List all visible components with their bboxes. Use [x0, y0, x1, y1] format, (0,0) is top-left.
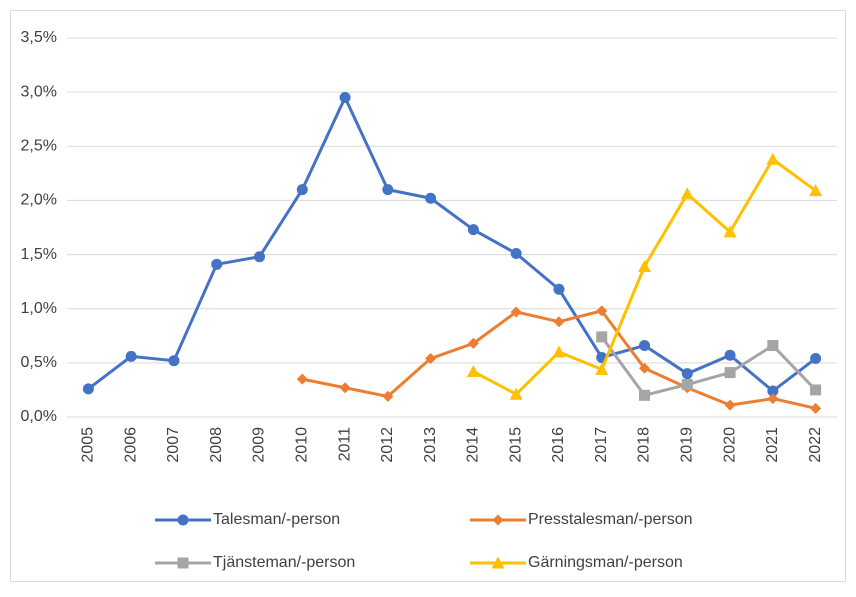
line [600, 335, 817, 397]
marker [552, 345, 566, 358]
x-tick-label: 2021 [764, 427, 781, 463]
series [296, 305, 822, 414]
legend-label: Gärningsman/-person [528, 554, 683, 571]
marker [639, 340, 650, 352]
y-tick-label: 1,5% [21, 246, 57, 263]
x-tick-label: 2020 [721, 427, 738, 463]
marker [810, 384, 822, 396]
marker [82, 383, 94, 395]
x-tick-label: 2007 [165, 427, 182, 463]
y-tick-label: 2,0% [21, 192, 57, 209]
x-tick-label: 2012 [379, 427, 396, 463]
marker [810, 402, 822, 414]
marker [810, 353, 822, 365]
marker [809, 184, 823, 197]
marker [767, 340, 779, 352]
marker [177, 557, 189, 569]
x-tick-label: 2019 [678, 427, 695, 463]
marker [467, 224, 479, 236]
marker [382, 184, 394, 196]
chart-border [10, 10, 846, 582]
marker [382, 390, 394, 402]
marker [491, 556, 505, 569]
marker [639, 362, 650, 374]
x-tick-label: 2006 [122, 427, 139, 463]
marker [767, 385, 779, 397]
marker [177, 514, 189, 526]
marker [339, 382, 351, 394]
legend-label: Talesman/-person [213, 511, 340, 528]
y-tick-label: 0,0% [21, 408, 57, 425]
marker [681, 379, 693, 391]
marker [681, 368, 693, 380]
marker [467, 337, 479, 349]
marker [510, 247, 522, 259]
marker [596, 305, 608, 317]
marker [466, 365, 480, 378]
y-tick-label: 2,5% [21, 138, 57, 155]
y-tick-label: 3,0% [21, 83, 57, 100]
legend-label: Tjänsteman/-person [213, 554, 355, 571]
marker [339, 92, 351, 104]
marker [168, 355, 180, 367]
marker [724, 349, 736, 361]
x-tick-label: 2011 [336, 427, 353, 462]
marker [509, 387, 523, 400]
marker [639, 389, 650, 401]
series [466, 152, 823, 400]
marker [211, 258, 223, 270]
marker [125, 350, 137, 362]
x-tick-label: 2005 [80, 427, 97, 463]
y-tick-label: 3,5% [21, 29, 57, 46]
marker [510, 306, 522, 318]
marker [296, 373, 308, 385]
x-tick-label: 2015 [507, 427, 524, 463]
x-tick-label: 2016 [550, 427, 567, 463]
x-tick-label: 2010 [293, 427, 310, 463]
marker [425, 353, 437, 365]
series [82, 92, 822, 397]
marker [680, 187, 694, 200]
marker [492, 514, 504, 526]
x-tick-label: 2013 [422, 427, 439, 463]
marker [553, 316, 565, 328]
x-tick-label: 2009 [251, 427, 268, 463]
y-tick-label: 1,0% [21, 300, 57, 317]
x-tick-label: 2008 [208, 427, 225, 463]
legend-label: Presstalesman/-person [528, 511, 693, 528]
marker [553, 283, 565, 295]
marker [425, 192, 437, 204]
marker [254, 251, 265, 263]
marker [596, 331, 608, 343]
marker [296, 184, 308, 196]
y-tick-label: 0,5% [21, 354, 57, 371]
marker [723, 225, 737, 238]
marker [724, 367, 736, 379]
marker [638, 259, 651, 272]
line [87, 96, 817, 393]
x-tick-label: 2018 [636, 427, 653, 463]
x-tick-label: 2017 [593, 427, 610, 463]
marker [724, 399, 736, 411]
x-tick-label: 2014 [465, 427, 482, 463]
x-tick-label: 2022 [807, 427, 824, 463]
marker [595, 362, 609, 375]
series [596, 331, 822, 401]
marker [766, 152, 780, 165]
marker [767, 393, 779, 405]
